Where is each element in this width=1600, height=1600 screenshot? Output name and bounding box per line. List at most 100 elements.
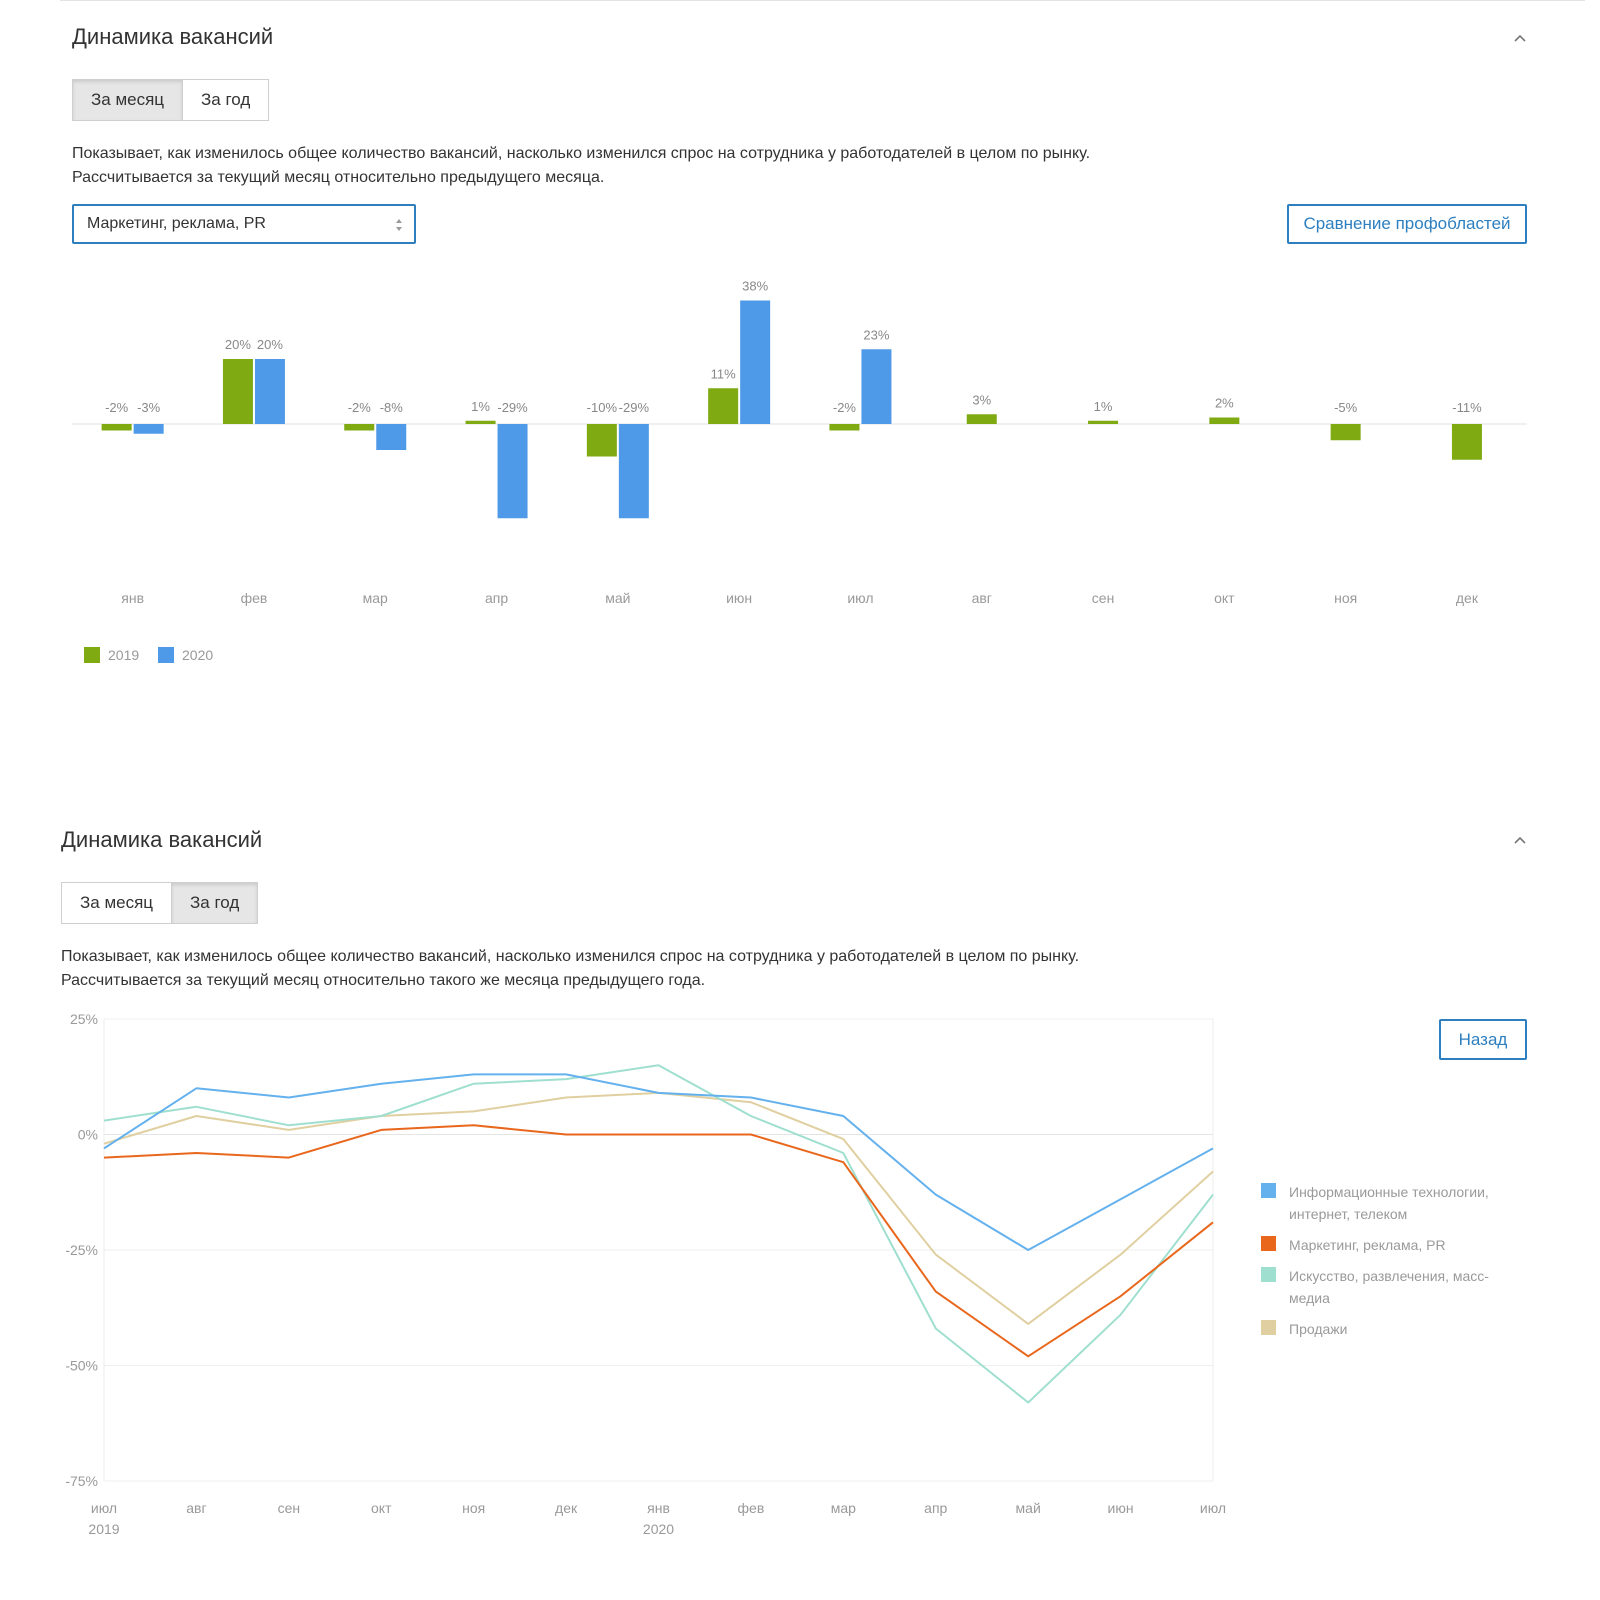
profarea-select-value: Маркетинг, реклама, PR: [87, 215, 266, 232]
x-tick-label: янв: [121, 590, 144, 606]
bar-2019-янв: [101, 424, 132, 431]
monthly-bar-chart: -2% -3% янв 20% 20% фев -2% -8% мар 1% -29% апр -10%…: [72, 279, 1527, 663]
bar-value-label: 20%: [225, 337, 251, 352]
x-tick-label: ноя: [462, 1500, 485, 1516]
bar-value-label: -5%: [1334, 400, 1358, 415]
bar-value-label: 20%: [257, 337, 283, 352]
x-tick-label: дек: [1456, 590, 1479, 606]
collapse-icon[interactable]: [1510, 28, 1530, 48]
x-tick-label: май: [1016, 1500, 1041, 1516]
bar-2019-сен: [1088, 420, 1119, 424]
bar-value-label: 3%: [972, 392, 991, 407]
x-tick-label: сен: [1092, 590, 1115, 606]
legend-label: Продажи: [1289, 1321, 1348, 1337]
bar-2020-мар: [376, 424, 407, 450]
y-tick-label: -75%: [65, 1473, 98, 1489]
bar-2019-июн: [708, 388, 739, 424]
legend-swatch: [1261, 1320, 1276, 1335]
back-button[interactable]: Назад: [1439, 1019, 1527, 1060]
bar-value-label: -2%: [348, 400, 372, 415]
compare-profareas-button[interactable]: Сравнение профобластей: [1287, 204, 1527, 244]
period-tabs: За месяц За год: [61, 882, 259, 924]
bar-value-label: -29%: [619, 400, 650, 415]
bar-value-label: -10%: [587, 400, 618, 415]
bar-value-label: 1%: [1094, 399, 1113, 414]
bar-2020-янв: [133, 424, 164, 434]
x-tick-label: фев: [241, 590, 268, 606]
x-tick-label: ноя: [1334, 590, 1357, 606]
x-tick-label: май: [605, 590, 630, 606]
x-tick-label: апр: [485, 590, 508, 606]
bar-value-label: -29%: [497, 400, 528, 415]
legend-item[interactable]: Продажи: [1261, 1318, 1504, 1340]
tab-month[interactable]: За месяц: [61, 882, 173, 924]
panel-title: Динамика вакансий: [61, 827, 263, 852]
series-line-2: [103, 1064, 1214, 1404]
bar-value-label: 2%: [1215, 396, 1234, 411]
yearly-line-chart: 25% 0% -25% -50% -75% июл авг сен окт ноя дек янв фе…: [65, 1011, 1226, 1537]
x-tick-label: апр: [924, 1500, 947, 1516]
bar-value-label: -3%: [137, 400, 161, 415]
bar-2019-дек: [1451, 424, 1482, 460]
period-tabs: За месяц За год: [72, 79, 270, 121]
series-line-3: [103, 1091, 1214, 1325]
series-line-0: [103, 1073, 1214, 1251]
line-chart-legend: Информационные технологии, интернет, тел…: [1261, 1181, 1504, 1349]
series-line-1: [103, 1124, 1214, 1358]
legend-swatch: [1261, 1183, 1276, 1198]
x-tick-label: июл: [1200, 1500, 1226, 1516]
bar-2019-май: [586, 424, 617, 457]
legend-swatch-2019: [84, 647, 100, 663]
legend-label: Искусство, развлечения, масс-медиа: [1289, 1268, 1489, 1306]
legend-swatch: [1261, 1236, 1276, 1251]
tab-year[interactable]: За год: [183, 79, 270, 121]
bar-2019-фев: [222, 359, 253, 424]
bar-value-label: -11%: [1452, 400, 1482, 415]
legend-item[interactable]: Информационные технологии, интернет, тел…: [1261, 1181, 1504, 1225]
bar-2020-май: [618, 424, 649, 519]
tab-year[interactable]: За год: [172, 882, 259, 924]
bar-value-label: 1%: [471, 399, 490, 414]
bar-2020-фев: [254, 359, 285, 424]
x-tick-label: июл: [847, 590, 873, 606]
legend-item[interactable]: Искусство, развлечения, масс-медиа: [1261, 1265, 1504, 1309]
top-divider: [60, 0, 1585, 1]
y-tick-label: -50%: [65, 1358, 98, 1374]
y-tick-label: 25%: [70, 1011, 98, 1027]
x-tick-label: авг: [972, 590, 992, 606]
x-tick-label: мар: [363, 590, 388, 606]
legend-swatch-2020: [158, 647, 174, 663]
bar-value-label: -2%: [833, 400, 857, 415]
vacancy-dynamics-yearly-panel: Динамика вакансий За месяц За год Показы…: [0, 800, 1600, 1600]
description-line-2: Рассчитывается за текущий месяц относите…: [72, 169, 605, 186]
x-tick-label: июн: [726, 590, 752, 606]
bar-2020-июл: [861, 349, 892, 424]
x-tick-label: сен: [278, 1500, 301, 1516]
bar-value-label: 38%: [742, 279, 768, 294]
description-line-1: Показывает, как изменилось общее количес…: [72, 145, 1091, 162]
profarea-select[interactable]: Маркетинг, реклама, PR: [72, 204, 416, 244]
tab-month[interactable]: За месяц: [72, 79, 184, 121]
legend-label: 2020: [182, 647, 213, 663]
x-tick-label: окт: [371, 1500, 392, 1516]
legend-label: 2019: [108, 647, 139, 663]
bar-2019-авг: [966, 414, 997, 424]
x-tick-label: дек: [555, 1500, 578, 1516]
bar-2020-июн: [740, 300, 771, 424]
y-tick-label: -25%: [65, 1242, 98, 1258]
panel-title: Динамика вакансий: [72, 24, 274, 49]
bar-2019-окт: [1209, 417, 1240, 424]
x-tick-label: фев: [738, 1500, 765, 1516]
bar-2019-мар: [344, 424, 375, 431]
vacancy-dynamics-monthly-panel: Динамика вакансий За месяц За год Показы…: [0, 0, 1600, 780]
bar-value-label: 11%: [711, 366, 736, 381]
x-tick-label: июн: [1108, 1500, 1134, 1516]
select-arrows-icon: [396, 219, 402, 231]
x-year-label: 2020: [643, 1521, 674, 1537]
legend-item[interactable]: Маркетинг, реклама, PR: [1261, 1234, 1504, 1256]
bar-value-label: -2%: [105, 400, 129, 415]
collapse-icon[interactable]: [1510, 830, 1530, 850]
y-tick-label: 0%: [78, 1127, 98, 1143]
bar-2019-июл: [829, 424, 860, 431]
x-tick-label: мар: [831, 1500, 856, 1516]
